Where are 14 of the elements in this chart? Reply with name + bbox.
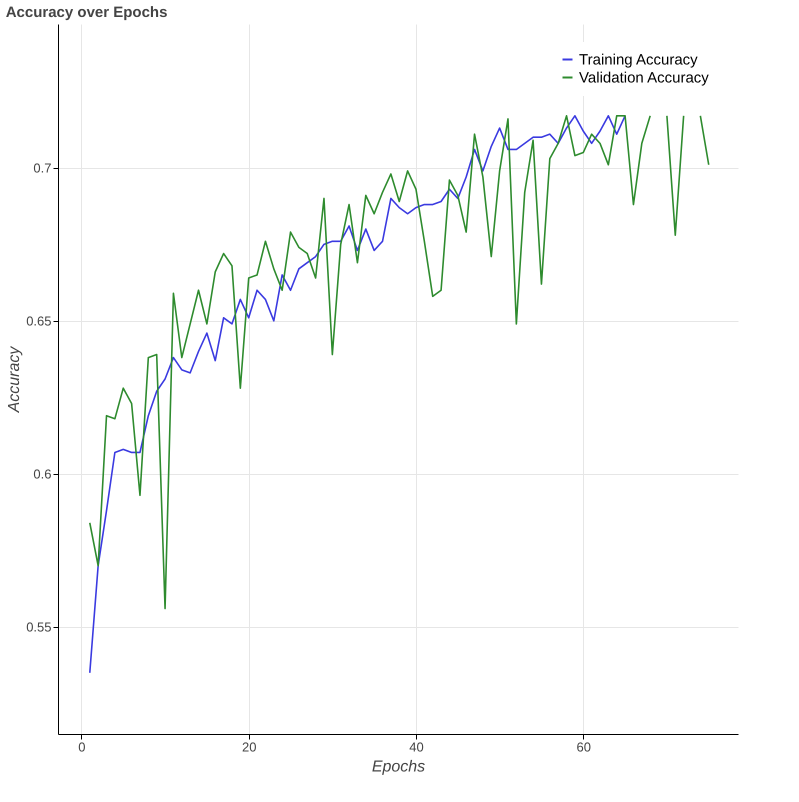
x-axis-title: Epochs (372, 758, 426, 776)
legend-label: Training Accuracy (579, 52, 698, 68)
y-axis-title: Accuracy (6, 346, 24, 414)
x-tick-label: 20 (242, 740, 256, 754)
line-series (88, 115, 626, 674)
y-tick-label: 0.55 (26, 619, 52, 634)
x-tick-label: 0 (78, 740, 86, 754)
y-tick-label: 0.65 (26, 313, 52, 328)
x-tick-label: 60 (576, 740, 591, 754)
y-tick-label: 0.6 (33, 466, 52, 482)
y-tick-label: 0.7 (33, 160, 52, 176)
x-tick-label: 40 (409, 740, 424, 754)
chart-title: Accuracy over Epochs (6, 4, 168, 21)
legend-label: Validation Accuracy (579, 70, 710, 86)
